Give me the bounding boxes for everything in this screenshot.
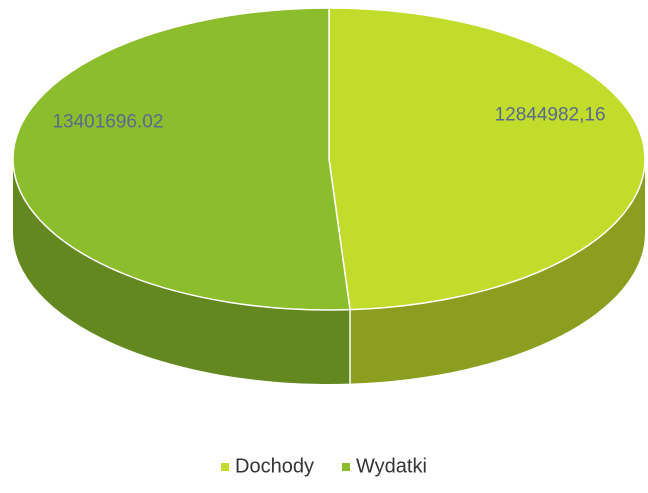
slice-side (350, 159, 646, 384)
value-label: 12844982,16 (495, 104, 606, 125)
slice-side (13, 159, 351, 384)
legend-swatch (221, 463, 230, 471)
legend-swatch (341, 463, 350, 471)
slice (12, 7, 351, 311)
legend-label: Dochody (235, 455, 314, 477)
legend-label: Wydatki (356, 455, 427, 477)
value-label: 13401696.02 (52, 112, 163, 133)
slice (328, 7, 646, 311)
